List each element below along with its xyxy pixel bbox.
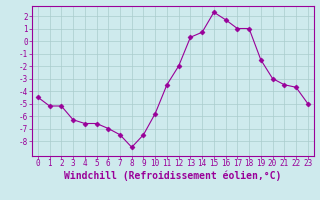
X-axis label: Windchill (Refroidissement éolien,°C): Windchill (Refroidissement éolien,°C) xyxy=(64,171,282,181)
